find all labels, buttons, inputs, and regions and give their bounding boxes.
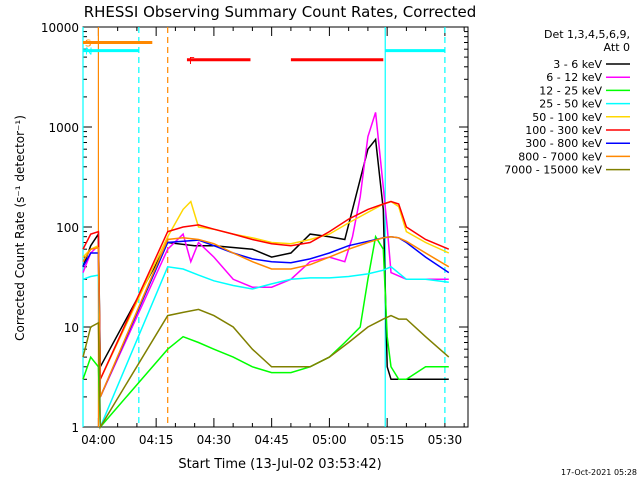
legend-label: 100 - 300 keV	[525, 124, 602, 137]
series-line	[82, 308, 450, 430]
y-axis-label: Corrected Count Rate (s⁻¹ detector⁻¹)	[13, 115, 27, 341]
flag-label: S	[85, 38, 91, 49]
legend-header-line-2: Att 0	[604, 41, 630, 54]
y-tick-label: 100	[56, 221, 79, 235]
x-tick-label: 04:15	[139, 433, 174, 447]
flag-label: N	[85, 47, 92, 58]
y-tick-label: 1000	[48, 121, 79, 135]
legend-label: 800 - 7000 keV	[518, 150, 602, 163]
y-tick-label: 10	[64, 321, 79, 335]
x-tick-label: 04:30	[197, 433, 232, 447]
legend-label: 6 - 12 keV	[546, 71, 602, 84]
x-tick-label: 04:00	[81, 433, 116, 447]
flag-label: F	[189, 56, 195, 67]
x-tick-label: 05:00	[312, 433, 347, 447]
flag-bars: SN F	[83, 38, 445, 67]
series-line	[82, 200, 450, 380]
series-lines	[82, 112, 450, 430]
series-line	[82, 234, 449, 429]
y-tick-label: 10000	[41, 21, 79, 35]
series-line	[82, 112, 449, 398]
legend-header-line-1: Det 1,3,4,5,6,9,	[544, 28, 630, 41]
series-line	[82, 200, 450, 380]
x-axis-label: Start Time (13-Jul-02 03:53:42)	[178, 457, 381, 472]
x-tick-label: 05:15	[370, 433, 405, 447]
legend-label: 3 - 6 keV	[553, 58, 602, 71]
series-line	[82, 265, 449, 428]
x-tick-label: 05:30	[428, 433, 463, 447]
legend-label: 300 - 800 keV	[525, 137, 602, 150]
x-tick-label: 04:45	[254, 433, 289, 447]
legend-label: 12 - 25 keV	[539, 84, 602, 97]
chart-title: RHESSI Observing Summary Count Rates, Co…	[84, 3, 477, 21]
legend-label: 7000 - 15000 keV	[504, 164, 602, 177]
legend-label: 50 - 100 keV	[532, 111, 602, 124]
footer-date: 17-Oct-2021 05:28	[561, 468, 637, 477]
legend-label: 25 - 50 keV	[539, 98, 602, 111]
series-line	[82, 235, 450, 398]
axis-ticks: 1 10 100 1000 10000 04:00 04:15 04:30 04:45 05:00…	[41, 21, 468, 447]
y-tick-label: 1	[71, 421, 79, 435]
series-line	[82, 137, 449, 381]
